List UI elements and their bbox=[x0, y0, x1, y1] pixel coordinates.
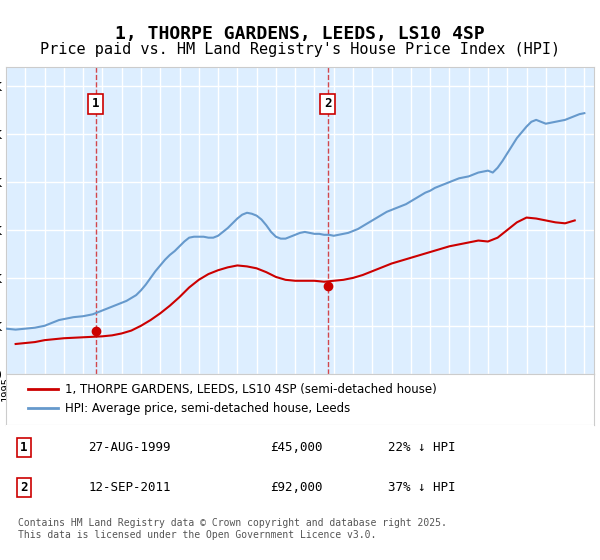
Legend: 1, THORPE GARDENS, LEEDS, LS10 4SP (semi-detached house), HPI: Average price, se: 1, THORPE GARDENS, LEEDS, LS10 4SP (semi… bbox=[23, 379, 442, 420]
Text: Price paid vs. HM Land Registry's House Price Index (HPI): Price paid vs. HM Land Registry's House … bbox=[40, 42, 560, 57]
Text: 37% ↓ HPI: 37% ↓ HPI bbox=[388, 481, 456, 494]
Text: Contains HM Land Registry data © Crown copyright and database right 2025.
This d: Contains HM Land Registry data © Crown c… bbox=[18, 518, 446, 540]
Text: 1: 1 bbox=[92, 97, 100, 110]
Text: 1, THORPE GARDENS, LEEDS, LS10 4SP: 1, THORPE GARDENS, LEEDS, LS10 4SP bbox=[115, 25, 485, 43]
Text: £45,000: £45,000 bbox=[271, 441, 323, 454]
Text: 12-SEP-2011: 12-SEP-2011 bbox=[88, 481, 171, 494]
Text: 2: 2 bbox=[20, 481, 28, 494]
Text: 22% ↓ HPI: 22% ↓ HPI bbox=[388, 441, 456, 454]
Text: 1: 1 bbox=[20, 441, 28, 454]
Text: 27-AUG-1999: 27-AUG-1999 bbox=[88, 441, 171, 454]
Text: £92,000: £92,000 bbox=[271, 481, 323, 494]
Text: 2: 2 bbox=[324, 97, 332, 110]
